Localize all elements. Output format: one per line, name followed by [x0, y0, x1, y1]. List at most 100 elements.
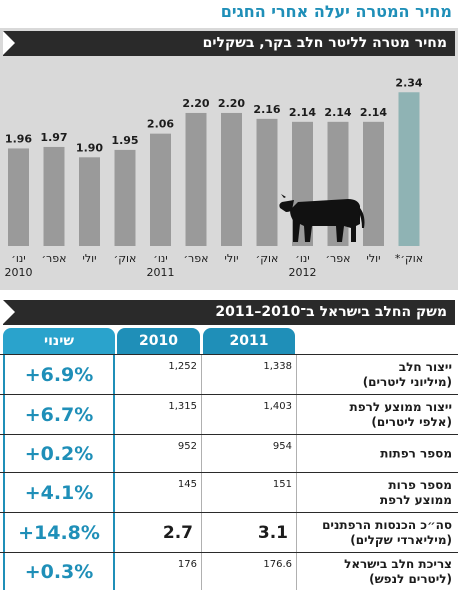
change-cell: +14.8% — [3, 513, 115, 553]
row-label-sub: ממוצע לרפת — [379, 493, 452, 507]
row-label: ייצור ממוצע לרפת (אלפי ליטרים) — [302, 400, 453, 430]
value-2010: 1,315 — [168, 401, 197, 412]
row-label: מספר פרות ממוצע לרפת — [302, 478, 452, 508]
chart-section-title: מחיר מטרה לליטר חלב בקר, בשקלים — [202, 35, 447, 51]
bar — [221, 112, 242, 247]
bar-chart: 1.96 ינו׳ 1.97 אפר׳ 1.90 יולי 1.95 אוק׳ 2.06 ינו׳… — [5, 76, 424, 279]
bar — [363, 121, 384, 246]
value-2010-cell: 1,252 — [115, 355, 202, 395]
value-2010: 2.7 — [162, 523, 193, 543]
table-row: +6.7% 1,315 1,403 ייצור ממוצע לרפת (אלפי … — [0, 394, 458, 435]
row-label-main: סה״כ הכנסות הרפתנים — [322, 518, 452, 532]
table-row: +4.1% 145 151 מספר פרות ממוצע לרפת — [0, 472, 458, 513]
value-2010: 176 — [177, 559, 197, 570]
value-2010: 952 — [177, 441, 197, 452]
table-row: +0.2% 952 954 מספר רפתות — [0, 434, 458, 473]
row-label-main: ייצור ממוצע לרפת — [349, 400, 453, 414]
bar — [43, 146, 65, 246]
header-2011: 2011 — [203, 328, 295, 354]
change-cell: +0.2% — [3, 435, 115, 473]
category-label: אוק׳* — [395, 252, 423, 265]
change-cell: +6.9% — [3, 355, 115, 395]
change-value: +6.7% — [24, 404, 94, 426]
data-label: 2.14 — [324, 106, 351, 119]
value-2010-cell: 2.7 — [115, 513, 202, 553]
row-label-sub: (מיליוני ליטרים) — [362, 375, 452, 389]
row-label-main: ייצור חלב — [398, 360, 452, 374]
bar — [79, 157, 100, 246]
change-value: +14.8% — [18, 522, 100, 544]
bar — [398, 92, 420, 247]
category-label: אוק׳ — [114, 252, 137, 265]
bar — [150, 133, 171, 246]
bar — [185, 112, 207, 247]
data-label: 2.14 — [289, 106, 316, 119]
value-2011-cell: 1,403 — [202, 395, 297, 435]
change-value: +6.9% — [24, 364, 94, 386]
category-label: אפר׳ — [41, 252, 66, 265]
change-cell: +0.3% — [3, 553, 115, 590]
table-section-title: משק החלב בישראל ב־2010–2011 — [215, 304, 447, 320]
chart-section-bar: מחיר מטרה לליטר חלב בקר, בשקלים — [3, 31, 455, 56]
value-2011: 954 — [272, 441, 292, 452]
data-label: 2.14 — [360, 106, 387, 119]
milk-economy-table: שינוי 2010 2011 +6.9% 1,252 1,338 ייצור … — [0, 328, 458, 590]
year-label: 2010 — [5, 266, 33, 279]
change-cell: +4.1% — [3, 473, 115, 513]
category-label: יולי — [82, 252, 96, 265]
row-label: צריכת חלב בישראל (ליטרים לנפש) — [302, 557, 452, 587]
category-label: ינו׳ — [153, 252, 167, 265]
category-label: אפר׳ — [325, 252, 350, 265]
value-2011-cell: 176.6 — [202, 553, 297, 590]
row-label-sub: (אלפי ליטרים) — [371, 415, 452, 429]
value-2010-cell: 145 — [115, 473, 202, 513]
data-label: 2.34 — [395, 76, 422, 89]
bar — [256, 118, 278, 246]
bar — [114, 149, 136, 246]
value-2011: 1,403 — [263, 401, 292, 412]
value-2011: 176.6 — [263, 559, 292, 570]
value-2010: 1,252 — [168, 361, 197, 372]
row-label: סה״כ הכנסות הרפתנים (מיליארדי שקלים) — [302, 518, 452, 548]
change-value: +0.2% — [24, 443, 94, 465]
row-label: ייצור חלב (מיליוני ליטרים) — [302, 360, 452, 390]
headline: מחיר המטרה יעלה אחרי החגים — [220, 2, 452, 21]
change-value: +0.3% — [24, 560, 94, 583]
row-label-sub: (מיליארדי שקלים) — [350, 533, 452, 547]
category-label: יולי — [366, 252, 380, 265]
table-row: +0.3% 176 176.6 צריכת חלב בישראל (ליטרים … — [0, 552, 458, 590]
value-2010: 145 — [177, 479, 197, 490]
value-2011-cell: 151 — [202, 473, 297, 513]
row-label-main: מספר פרות — [388, 478, 452, 492]
row-label: מספר רפתות — [302, 447, 452, 462]
row-label-main: צריכת חלב בישראל — [344, 556, 452, 571]
value-2011: 1,338 — [263, 361, 292, 372]
value-2010-cell: 176 — [115, 553, 202, 590]
value-2010-cell: 952 — [115, 435, 202, 473]
header-2010: 2010 — [117, 328, 200, 354]
category-label: ינו׳ — [11, 252, 25, 265]
year-label: 2012 — [289, 266, 317, 279]
data-label: 2.16 — [253, 103, 280, 116]
table-section-bar: משק החלב בישראל ב־2010–2011 — [3, 300, 455, 325]
data-label: 1.95 — [111, 134, 138, 147]
value-2010-cell: 1,315 — [115, 395, 202, 435]
value-2011-cell: 3.1 — [202, 513, 297, 553]
value-2011: 3.1 — [257, 523, 288, 543]
category-label: אוק׳ — [256, 252, 279, 265]
table-row: +14.8% 2.7 3.1 סה״כ הכנסות הרפתנים (מיליא… — [0, 512, 458, 553]
bar — [8, 148, 29, 246]
table-row: +6.9% 1,252 1,338 ייצור חלב (מיליוני ליטר… — [0, 354, 458, 395]
bar-triangle-icon — [3, 31, 15, 55]
value-2011-cell: 1,338 — [202, 355, 297, 395]
data-label: 2.20 — [218, 97, 245, 110]
header-change: שינוי — [3, 328, 115, 354]
data-label: 1.97 — [40, 131, 67, 144]
data-label: 1.90 — [76, 141, 103, 154]
value-2011-cell: 954 — [202, 435, 297, 473]
category-label: יולי — [224, 252, 238, 265]
category-label: אפר׳ — [183, 252, 208, 265]
row-label-main: מספר רפתות — [380, 446, 452, 461]
bar-triangle-icon — [3, 300, 15, 324]
data-label: 2.06 — [147, 118, 174, 131]
